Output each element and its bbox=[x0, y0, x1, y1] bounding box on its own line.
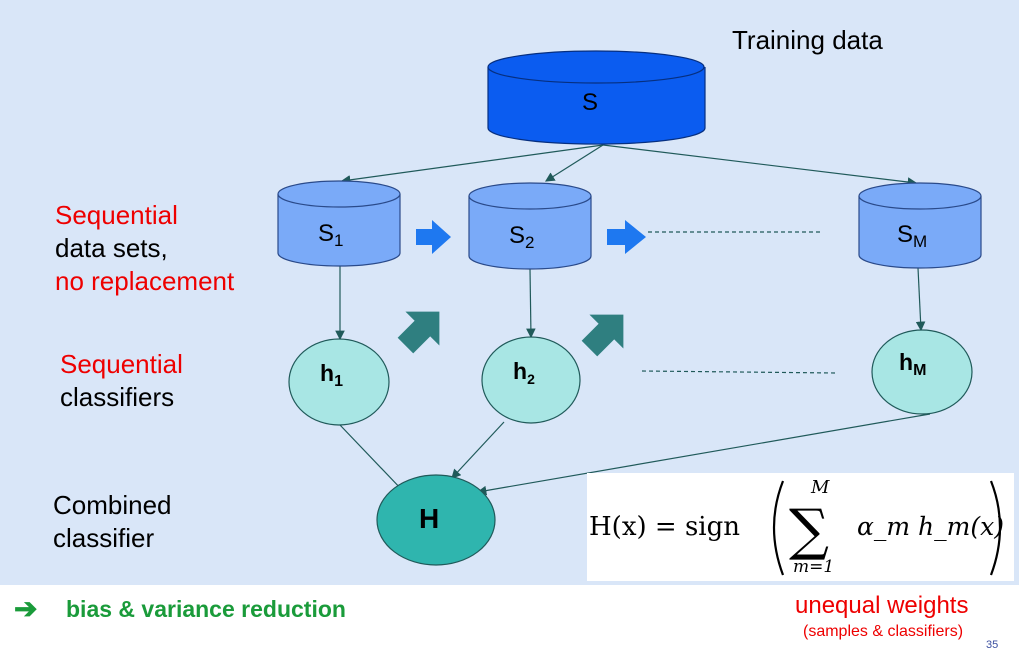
classifiers-label: Sequential classifiers bbox=[60, 348, 183, 414]
teal-diagonal-arrow-icon bbox=[581, 314, 624, 357]
connectors bbox=[335, 144, 931, 496]
formula-lhs: H(x) = sign bbox=[589, 512, 740, 542]
green-arrow-icon: ➔ bbox=[14, 593, 38, 624]
cylinder-s1 bbox=[277, 180, 401, 267]
combined-label-combined: Combined bbox=[53, 490, 172, 520]
datasets-label-no-replacement: no replacement bbox=[55, 266, 235, 296]
edge-s-sm bbox=[602, 144, 918, 187]
blue-arrow-icon bbox=[607, 220, 646, 254]
formula-sum-bottom: m=1 bbox=[793, 557, 834, 577]
unequal-weights-subtext: (samples & classifiers) bbox=[803, 623, 964, 640]
datasets-label: Sequential data sets, no replacement bbox=[55, 199, 234, 298]
teal-diagonal-arrow-icon bbox=[397, 311, 440, 354]
combined-label-classifier: classifier bbox=[53, 523, 155, 553]
node-s-label: S bbox=[582, 89, 598, 116]
formula-left-paren bbox=[772, 480, 785, 576]
dashed-lines bbox=[641, 231, 837, 374]
classifier-h1-node bbox=[288, 338, 390, 426]
classifiers-label-sequential: Sequential bbox=[60, 349, 183, 379]
node-sm-label: SM bbox=[897, 221, 927, 251]
cylinder-training-data bbox=[487, 50, 706, 145]
edge-hm-H bbox=[476, 413, 931, 496]
node-H-label: H bbox=[419, 503, 439, 534]
classifiers-label-classifiers: classifiers bbox=[60, 382, 175, 412]
combined-label: Combined classifier bbox=[53, 489, 172, 555]
page-number: 35 bbox=[986, 639, 999, 651]
training-data-title: Training data bbox=[732, 25, 883, 55]
cylinder-sm bbox=[858, 182, 982, 269]
unequal-weights-text: unequal weights bbox=[795, 592, 969, 619]
edge-s-s1 bbox=[340, 144, 604, 185]
classifier-hm-node bbox=[871, 329, 973, 415]
cylinder-s2 bbox=[468, 182, 592, 270]
node-h2-label: h2 bbox=[513, 358, 535, 387]
formula-term: α_m h_m(x) bbox=[857, 512, 1004, 541]
formula: H(x) = sign M ∑ m=1 α_m h_m(x) bbox=[589, 477, 1004, 577]
formula-right-paren bbox=[989, 480, 1002, 576]
edge-h2-H bbox=[451, 421, 505, 479]
edge-h1-H bbox=[339, 424, 405, 493]
blue-arrow-icon bbox=[416, 220, 451, 254]
edge-s2-h2 bbox=[526, 268, 536, 339]
formula-box: H(x) = sign M ∑ m=1 α_m h_m(x) bbox=[587, 473, 1014, 581]
node-h1-label: h1 bbox=[320, 360, 343, 390]
edge-sm-hm bbox=[915, 267, 926, 332]
datasets-label-sequential: Sequential bbox=[55, 200, 178, 230]
node-s2-label: S2 bbox=[509, 222, 534, 252]
edge-s-s2 bbox=[544, 144, 604, 182]
node-s1-label: S1 bbox=[318, 220, 343, 250]
formula-sum-top: M bbox=[810, 477, 830, 498]
datasets-label-data-sets: data sets, bbox=[55, 233, 168, 263]
dashed-line-classifiers bbox=[641, 370, 837, 374]
classifier-h2-node bbox=[481, 336, 581, 424]
formula-sum-sign: ∑ bbox=[789, 498, 829, 563]
node-hm-label: hM bbox=[899, 349, 926, 379]
combined-classifier-node bbox=[376, 474, 496, 566]
bias-variance-text: bias & variance reduction bbox=[66, 596, 346, 622]
